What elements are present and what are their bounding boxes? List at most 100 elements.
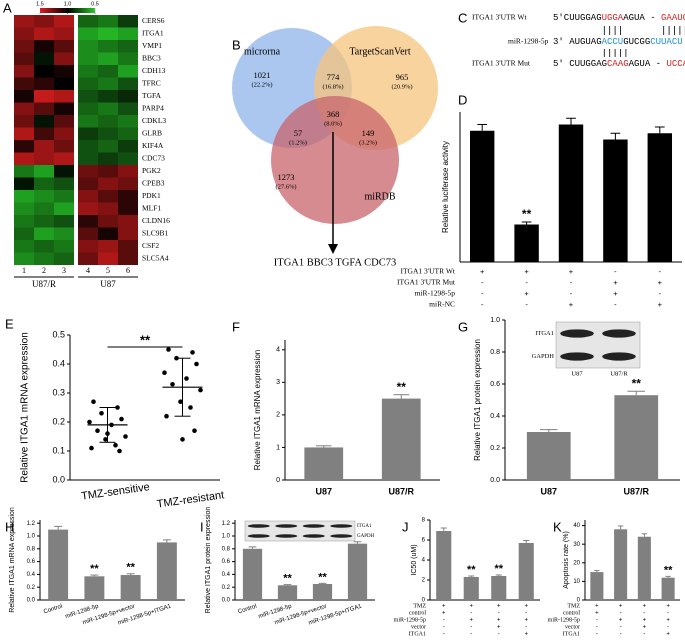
y-tick-label: 0.6: [222, 559, 231, 565]
heatmap-cell: [14, 190, 34, 203]
significance: **: [664, 564, 673, 576]
heatmap-cell: [98, 177, 118, 190]
y-tick-label: 10: [573, 579, 580, 585]
heatmap-cell: [54, 77, 74, 90]
sequence-label: miR-1298-5p: [508, 37, 549, 46]
y-axis-label: Relative ITGA1 protein expression: [205, 507, 212, 614]
heatmap-cell: [54, 152, 74, 165]
y-tick-label: 1.0: [222, 534, 231, 540]
condition-mark: -: [481, 289, 484, 298]
gene-label: SLC5A4: [142, 253, 169, 262]
heatmap-cell: [54, 65, 74, 78]
heatmap-cell: [98, 102, 118, 115]
heatmap-cell: [98, 115, 118, 128]
heatmap-cell: [14, 52, 34, 65]
heatmap-cell: [14, 15, 34, 28]
condition-mark: -: [525, 300, 528, 309]
condition-mark: -: [570, 278, 573, 287]
condition-label: control: [563, 610, 580, 616]
sequence: 3' AUGUAGACCUGUCGGCUUACU U 5': [553, 37, 685, 47]
region-count: 774: [327, 72, 341, 82]
y-tick-label: 0: [276, 477, 280, 484]
heatmap-cell: [54, 140, 74, 153]
blot-band: [247, 534, 270, 538]
heatmap-cell: [118, 190, 138, 203]
y-tick-label: 0.0: [490, 477, 500, 484]
heatmap-cell: [98, 215, 118, 228]
heatmap-cell: [78, 127, 98, 140]
condition-mark: +: [480, 267, 485, 276]
set-label: miRDB: [364, 191, 395, 202]
data-point: [194, 361, 199, 367]
data-point: [91, 399, 96, 405]
heatmap-cell: [118, 240, 138, 253]
x-tick-label: U87/R: [623, 486, 649, 496]
bar: [312, 584, 333, 600]
heatmap-cell: [78, 52, 98, 65]
significance: **: [140, 332, 151, 347]
heatmap-cell: [34, 252, 54, 265]
heatmap-cell: [34, 227, 54, 240]
gene-label: SLC9B1: [142, 228, 169, 237]
bar: [381, 398, 421, 480]
data-point: [87, 419, 92, 425]
heatmap-cell: [118, 177, 138, 190]
data-point: [115, 405, 120, 410]
heatmap-cell: [98, 52, 118, 65]
heatmap-cell: [54, 190, 74, 203]
blot-band: [602, 329, 636, 338]
condition-mark: +: [524, 604, 528, 610]
heatmap-cell: [118, 15, 138, 28]
heatmap-cell: [98, 65, 118, 78]
significance: **: [126, 562, 135, 574]
condition-label: ITGA1 3'UTR Wt: [400, 267, 455, 276]
heatmap-cell: [78, 240, 98, 253]
column-label: 4: [86, 266, 90, 275]
condition-mark: +: [524, 267, 529, 276]
significance: **: [522, 207, 532, 221]
blot-band: [302, 534, 325, 538]
y-axis-label: Apoptosis rate (%): [563, 531, 570, 589]
gene-label: MLF1: [142, 203, 161, 212]
y-axis-label: Relative ITGA1 mRNA expression: [9, 507, 16, 613]
data-point: [170, 382, 175, 387]
heatmap-cell: [98, 90, 118, 103]
y-tick-label: 4: [276, 347, 280, 354]
gene-label: CERS6: [142, 16, 165, 25]
x-tick-label: U87: [540, 486, 557, 496]
y-axis-label: Relative luciferase activity: [441, 141, 450, 233]
blot-band: [247, 524, 270, 528]
bar: [603, 139, 628, 262]
data-point: [180, 437, 185, 442]
condition-label: TMZ: [567, 603, 580, 609]
heatmap-cell: [54, 90, 74, 103]
column-label: 3: [62, 266, 66, 275]
region-count: 1273: [278, 172, 295, 182]
heatmap-cell: [118, 252, 138, 265]
blot-band: [302, 524, 325, 528]
sequence-segment: UGGA: [602, 13, 624, 23]
bar: [614, 529, 628, 600]
heatmap-cell: [34, 165, 54, 178]
bar: [48, 529, 69, 600]
condition-mark: -: [643, 611, 645, 617]
condition-mark: +: [643, 604, 647, 610]
result-genes: ITGA1 BBC3 TGFA CDC73: [274, 257, 396, 268]
condition-mark: -: [470, 632, 472, 638]
heatmap-cell: [78, 102, 98, 115]
group-label: U87: [100, 279, 116, 289]
heatmap-cell: [118, 27, 138, 40]
heatmap-cell: [34, 140, 54, 153]
condition-mark: +: [658, 278, 663, 287]
y-tick-label: 0.4: [490, 413, 500, 420]
condition-label: TMZ: [413, 603, 426, 609]
blot-row-label: GAPDH: [357, 534, 375, 539]
blot-lane-label: U87: [571, 370, 583, 377]
bar: [518, 543, 534, 600]
y-tick-label: 0.2: [52, 416, 65, 426]
heatmap-cell: [14, 40, 34, 53]
condition-label: vector: [411, 624, 426, 630]
gene-label: TGFA: [142, 91, 162, 100]
region-percent: (22.2%): [251, 81, 272, 88]
heatmap-cell: [14, 90, 34, 103]
